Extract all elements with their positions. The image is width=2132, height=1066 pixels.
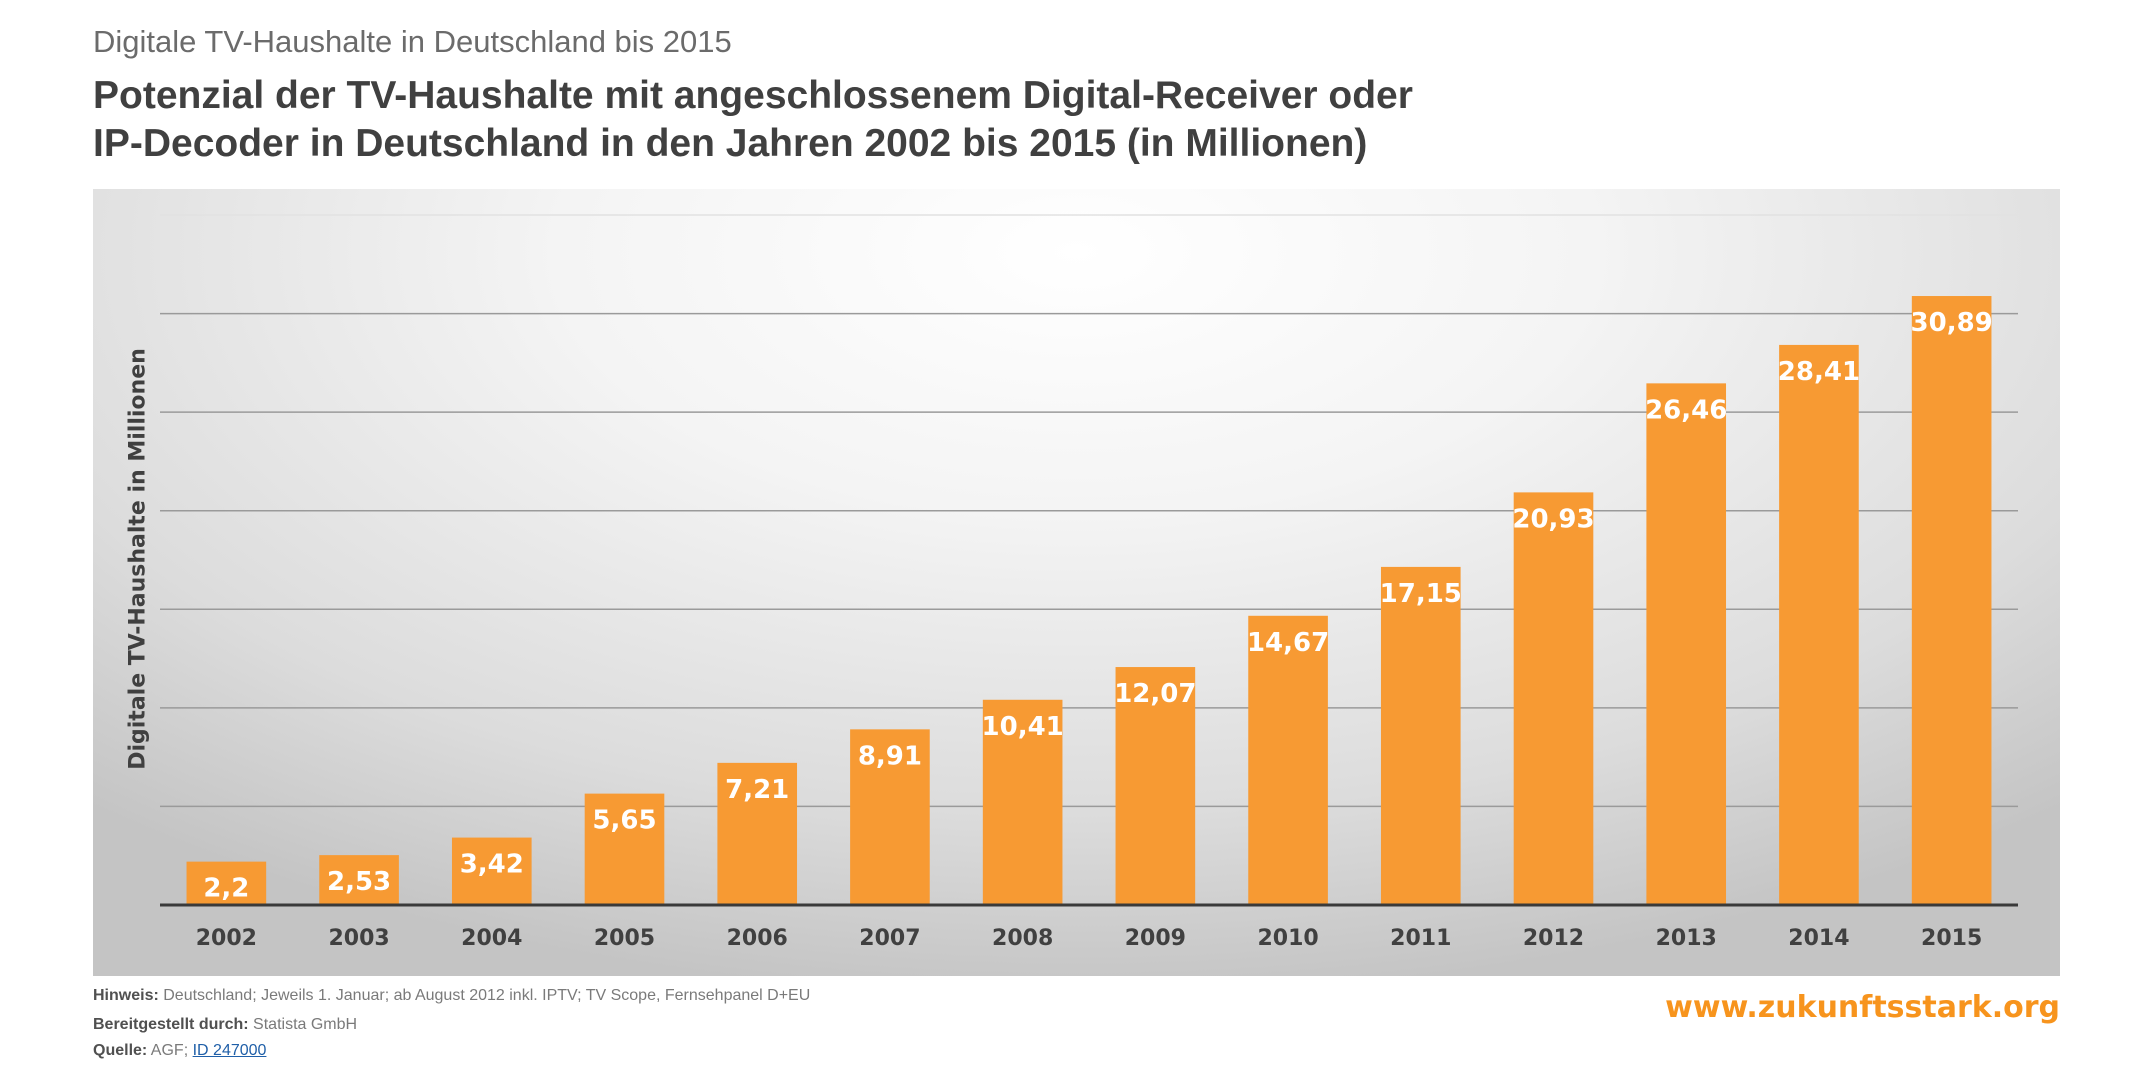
x-tick-label: 2011: [1390, 926, 1451, 951]
data-label: 2,53: [327, 867, 391, 897]
data-label: 7,21: [725, 775, 789, 805]
footer-provider: Bereitgestellt durch: Statista GmbH: [93, 1016, 357, 1034]
footer-source: Quelle: AGF; ID 247000: [93, 1042, 266, 1060]
data-label: 12,07: [1114, 679, 1196, 709]
chart-title: Potenzial der TV-Haushalte mit angeschlo…: [93, 72, 1693, 168]
x-tick-label: 2007: [859, 926, 920, 951]
x-tick-label: 2003: [328, 926, 389, 951]
chart-panel: 2,2 2002 2,53 2003 3,42 2004 5,65 2005 7,21 2006 8…: [93, 189, 2060, 976]
bar: [1911, 296, 1992, 905]
brand-url: www.zukunftsstark.org: [1665, 990, 2060, 1025]
bar: [850, 729, 930, 905]
bar: [186, 861, 267, 905]
x-tick-label: 2008: [992, 926, 1053, 951]
bar: [982, 699, 1063, 905]
x-tick-label: 2013: [1656, 926, 1717, 951]
footer-source-label: Quelle:: [93, 1042, 148, 1059]
data-label: 3,42: [460, 850, 524, 880]
chart-title-line-1: Potenzial der TV-Haushalte mit angeschlo…: [93, 74, 1413, 117]
x-tick-label: 2014: [1788, 926, 1849, 951]
data-label: 26,46: [1645, 395, 1727, 425]
bar: [319, 855, 399, 905]
x-tick-label: 2015: [1921, 926, 1982, 951]
footer-note-text: Deutschland; Jeweils 1. Januar; ab Augus…: [163, 987, 811, 1004]
data-label: 20,93: [1512, 504, 1594, 534]
x-tick-label: 2006: [727, 926, 788, 951]
x-tick-label: 2009: [1125, 926, 1186, 951]
chart-title-line-2: IP-Decoder in Deutschland in den Jahren …: [93, 122, 1368, 165]
footer-note-label: Hinweis:: [93, 987, 159, 1004]
y-axis-label: Digitale TV-Haushalte in Millionen: [125, 348, 151, 770]
data-label: 14,67: [1247, 628, 1329, 658]
bar: [717, 762, 798, 905]
x-tick-label: 2002: [196, 926, 257, 951]
x-tick-label: 2005: [594, 926, 655, 951]
bar: [1513, 492, 1594, 905]
bar: [451, 837, 532, 905]
data-label: 10,41: [982, 712, 1064, 742]
footer-source-link[interactable]: ID 247000: [192, 1042, 267, 1059]
bar: [1646, 383, 1727, 905]
data-label: 28,41: [1778, 357, 1860, 387]
footer-provider-label: Bereitgestellt durch:: [93, 1016, 249, 1033]
data-label: 17,15: [1380, 579, 1462, 609]
bar: [1115, 667, 1196, 905]
page-subtitle: Digitale TV-Haushalte in Deutschland bis…: [93, 24, 732, 59]
data-label: 8,91: [858, 741, 922, 771]
bar: [1248, 615, 1328, 905]
bar-chart: 2,2 2002 2,53 2003 3,42 2004 5,65 2005 7,21 2006 8…: [160, 214, 2018, 951]
x-tick-label: 2012: [1523, 926, 1584, 951]
bar: [1380, 566, 1461, 905]
data-label: 30,89: [1911, 308, 1993, 338]
x-tick-label: 2010: [1257, 926, 1318, 951]
footer-provider-text: Statista GmbH: [253, 1016, 358, 1033]
footer-note: Hinweis: Deutschland; Jeweils 1. Januar;…: [93, 987, 810, 1005]
data-label: 2,2: [203, 874, 249, 904]
x-tick-label: 2004: [461, 926, 522, 951]
data-label: 5,65: [592, 806, 656, 836]
footer-source-text: AGF;: [150, 1042, 189, 1059]
bar: [584, 793, 665, 905]
bar: [1779, 344, 1859, 906]
